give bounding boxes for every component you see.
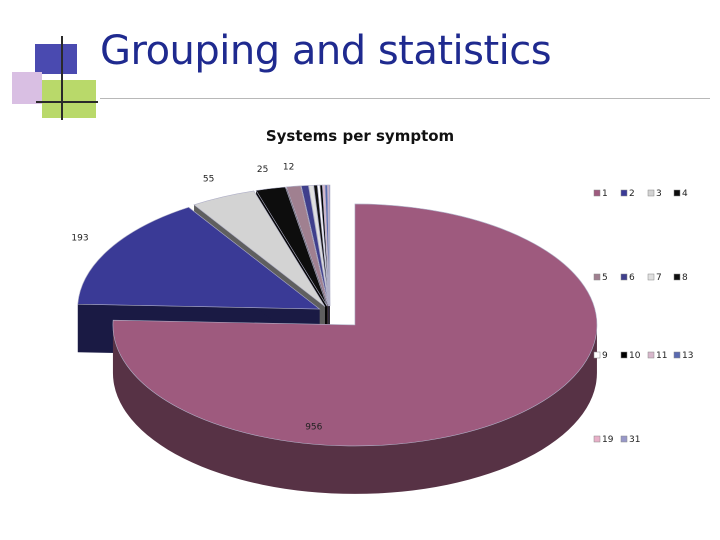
legend-label-13: 13 (682, 351, 693, 361)
data-label-5: 12 (283, 162, 294, 172)
pie-slice-3 (193, 190, 326, 307)
legend-label-1: 1 (602, 189, 608, 199)
legend-swatch-4 (673, 189, 681, 197)
legend-swatch-7 (647, 273, 655, 281)
pie-slice-1 (112, 203, 598, 447)
pie-slice-5 (285, 185, 329, 307)
data-label-4: 25 (257, 165, 268, 175)
legend-label-2: 2 (629, 189, 635, 199)
legend-label-11: 11 (656, 351, 667, 361)
legend-label-19: 19 (602, 435, 614, 445)
legend-swatch-1 (593, 189, 601, 197)
legend-label-8: 8 (682, 273, 688, 283)
legend-label-4: 4 (682, 189, 688, 199)
data-label-3: 55 (203, 174, 214, 184)
data-label-1: 956 (305, 422, 322, 432)
legend-label-31: 31 (629, 435, 640, 445)
legend-swatch-19 (593, 435, 601, 443)
pie-slice-31 (328, 184, 331, 307)
legend-swatch-9 (593, 351, 601, 359)
legend-swatch-11 (647, 351, 655, 359)
chart-title: Systems per symptom (266, 127, 454, 145)
legend-label-9: 9 (602, 351, 608, 361)
pie-slice-2 (77, 206, 321, 310)
legend-swatch-13 (673, 351, 681, 359)
legend-swatch-3 (647, 189, 655, 197)
decor-vertical-line (61, 36, 63, 120)
decor-green-square (42, 80, 96, 118)
title-underline (100, 98, 710, 99)
data-label-2: 193 (71, 234, 88, 244)
legend-swatch-31 (620, 435, 628, 443)
legend-label-6: 6 (629, 273, 635, 283)
legend-label-3: 3 (656, 189, 662, 199)
slide-title: Grouping and statistics (100, 28, 552, 74)
legend-swatch-6 (620, 273, 628, 281)
legend-swatch-8 (673, 273, 681, 281)
legend-swatch-10 (620, 351, 628, 359)
legend-swatch-2 (620, 189, 628, 197)
legend-label-7: 7 (656, 273, 662, 283)
slice-side-1 (112, 324, 597, 494)
pie-slice-4 (255, 186, 328, 307)
legend-label-5: 5 (602, 273, 608, 283)
legend-swatch-5 (593, 273, 601, 281)
decor-horizontal-line (36, 101, 98, 103)
decor-pink-square (12, 72, 42, 104)
legend-label-10: 10 (629, 351, 641, 361)
decor-blue-square (35, 44, 77, 74)
